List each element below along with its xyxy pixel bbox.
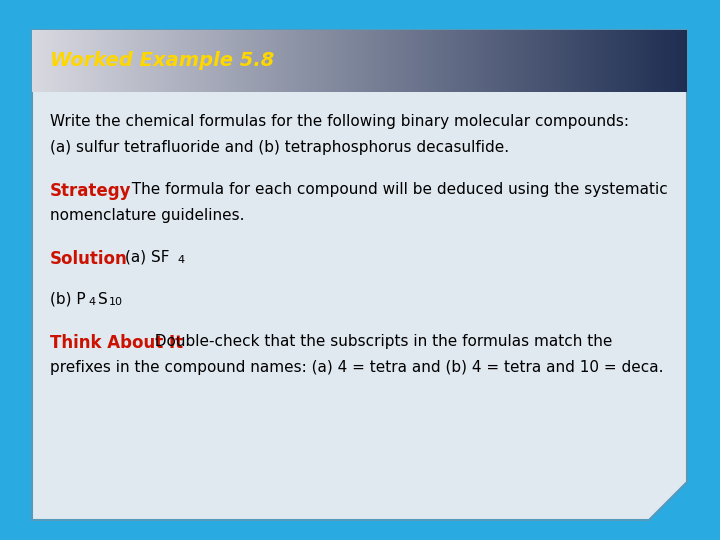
Text: Think About It: Think About It xyxy=(50,334,183,352)
Text: Double-check that the subscripts in the formulas match the: Double-check that the subscripts in the … xyxy=(145,334,613,349)
Text: prefixes in the compound names: (a) 4 = tetra and (b) 4 = tetra and 10 = deca.: prefixes in the compound names: (a) 4 = … xyxy=(50,360,664,375)
Text: The formula for each compound will be deduced using the systematic: The formula for each compound will be de… xyxy=(122,182,667,197)
Polygon shape xyxy=(32,30,687,520)
Text: 10: 10 xyxy=(109,297,123,307)
Text: Solution: Solution xyxy=(50,250,127,268)
Text: (a) sulfur tetrafluoride and (b) tetraphosphorus decasulfide.: (a) sulfur tetrafluoride and (b) tetraph… xyxy=(50,140,509,155)
Text: 4: 4 xyxy=(88,297,95,307)
Text: Write the chemical formulas for the following binary molecular compounds:: Write the chemical formulas for the foll… xyxy=(50,114,629,129)
Text: Worked Example 5.8: Worked Example 5.8 xyxy=(50,51,274,71)
Bar xyxy=(32,30,687,92)
Text: nomenclature guidelines.: nomenclature guidelines. xyxy=(50,208,245,223)
Text: S: S xyxy=(98,292,108,307)
Text: 4: 4 xyxy=(177,255,184,265)
Text: Strategy: Strategy xyxy=(50,182,132,200)
Text: (a) SF: (a) SF xyxy=(125,250,169,265)
Text: (b) P: (b) P xyxy=(50,292,86,307)
